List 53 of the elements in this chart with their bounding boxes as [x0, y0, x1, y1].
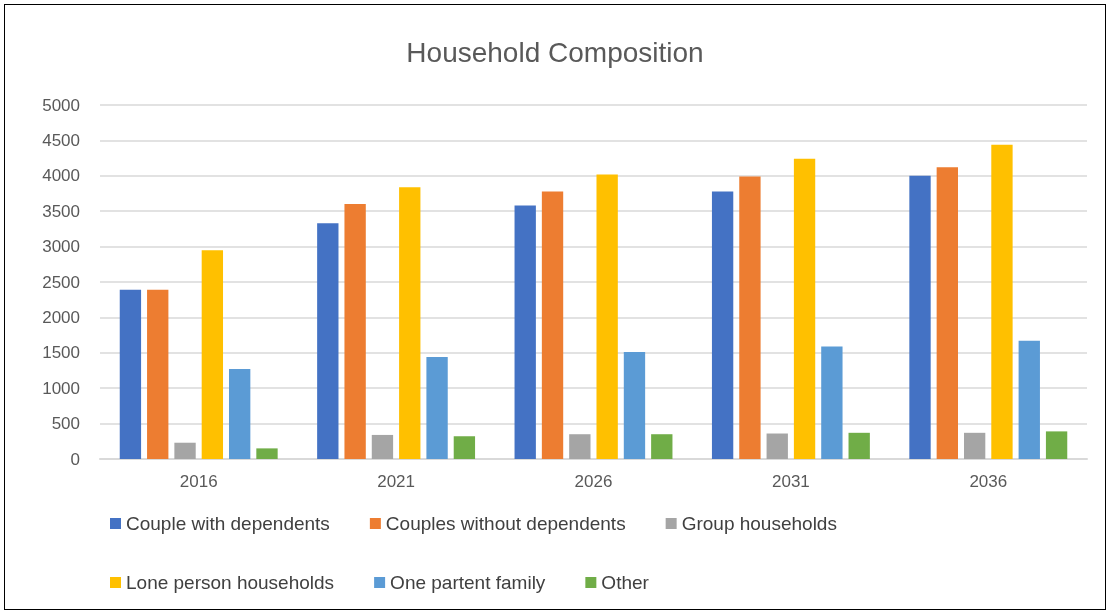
- bar: [147, 289, 169, 459]
- bar: [651, 434, 673, 459]
- y-tick-label: 2000: [42, 307, 80, 327]
- bar: [623, 352, 646, 459]
- y-tick-label: 5000: [42, 95, 80, 115]
- y-tick-label: 0: [70, 449, 80, 469]
- bar: [317, 223, 339, 459]
- bar: [399, 187, 421, 459]
- x-tick-label: 2026: [574, 472, 613, 491]
- bar: [119, 289, 142, 459]
- y-tick-label: 3500: [42, 201, 80, 221]
- bar: [256, 448, 278, 459]
- bar: [569, 434, 591, 459]
- bar: [229, 369, 251, 459]
- bar: [793, 158, 816, 459]
- bar: [1045, 431, 1068, 459]
- legend-label: Other: [601, 572, 650, 593]
- bar: [453, 436, 476, 459]
- bar: [426, 357, 448, 459]
- bar: [371, 434, 394, 459]
- bar: [1018, 340, 1040, 459]
- y-tick-label: 1500: [42, 343, 80, 363]
- y-tick-label: 4000: [42, 166, 80, 186]
- bar: [848, 432, 870, 459]
- bar: [514, 205, 536, 459]
- bar: [936, 167, 958, 459]
- bar: [711, 191, 734, 459]
- chart-title: Household Composition: [406, 36, 704, 68]
- bar: [344, 204, 366, 459]
- bar: [821, 346, 843, 459]
- bar: [909, 175, 931, 459]
- y-tick-label: 3000: [42, 237, 80, 257]
- bar: [596, 174, 618, 459]
- legend-label: Couple with dependents: [126, 513, 330, 534]
- bar: [766, 433, 788, 459]
- bar: [201, 250, 224, 459]
- x-tick-label: 2036: [969, 472, 1008, 491]
- x-tick-label: 2021: [377, 472, 416, 491]
- legend-label: Lone person households: [126, 572, 335, 593]
- bar: [963, 432, 986, 459]
- y-tick-label: 500: [51, 414, 80, 434]
- bar: [739, 176, 761, 459]
- legend-label: Couples without dependents: [385, 513, 626, 534]
- x-tick-label: 2016: [179, 472, 218, 491]
- bar: [991, 144, 1013, 459]
- bar: [541, 191, 564, 459]
- y-tick-label: 2500: [42, 272, 80, 292]
- bar: [174, 442, 196, 459]
- y-tick-label: 4500: [42, 130, 80, 150]
- legend-label: Group households: [681, 513, 837, 534]
- y-tick-label: 1000: [42, 378, 80, 398]
- legend-label: One partent family: [390, 572, 546, 593]
- x-tick-label: 2031: [771, 472, 810, 491]
